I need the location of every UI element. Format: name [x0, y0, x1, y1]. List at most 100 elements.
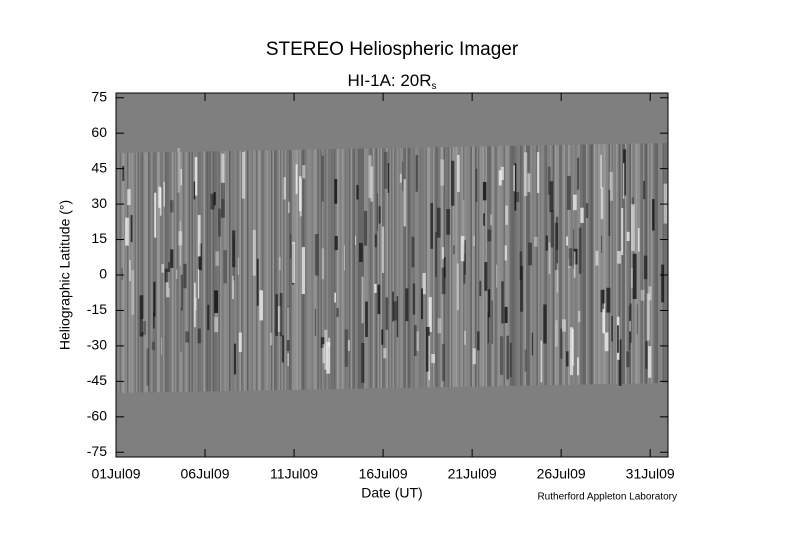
- texture-streak: [336, 308, 339, 318]
- texture-column: [244, 150, 246, 391]
- texture-column: [457, 146, 459, 387]
- texture-column: [608, 144, 610, 385]
- texture-streak: [520, 265, 524, 312]
- texture-streak: [314, 308, 316, 337]
- texture-streak: [524, 349, 527, 372]
- texture-streak: [600, 154, 602, 189]
- texture-column: [358, 148, 360, 389]
- y-axis-label: Heliographic Latitude (°): [57, 200, 73, 350]
- texture-streak: [435, 231, 437, 277]
- texture-streak: [130, 215, 133, 243]
- texture-column: [530, 145, 532, 386]
- texture-streak: [621, 207, 624, 256]
- texture-streak: [573, 251, 576, 278]
- x-tick-label: 31Jul09: [626, 466, 675, 482]
- texture-streak: [549, 181, 554, 212]
- texture-streak: [381, 329, 384, 345]
- texture-streak: [146, 348, 149, 386]
- texture-streak: [548, 242, 551, 275]
- texture-column: [232, 150, 234, 391]
- texture-column: [316, 149, 318, 390]
- texture-streak: [622, 163, 625, 199]
- texture-column: [223, 151, 225, 392]
- texture-column: [370, 148, 372, 389]
- texture-streak: [197, 269, 200, 299]
- texture-column: [355, 148, 357, 389]
- texture-streak: [515, 192, 520, 203]
- texture-column: [475, 146, 477, 387]
- texture-streak: [252, 229, 256, 276]
- texture-column: [479, 146, 481, 387]
- chart-title: STEREO Heliospheric Imager: [266, 39, 519, 60]
- texture-column: [616, 143, 618, 384]
- texture-column: [514, 145, 516, 386]
- texture-streak: [440, 159, 445, 186]
- texture-column: [184, 151, 186, 392]
- texture-column: [613, 143, 615, 384]
- texture-streak: [629, 320, 631, 332]
- texture-column: [361, 148, 363, 389]
- texture-streak: [437, 318, 442, 334]
- texture-column: [547, 145, 549, 386]
- texture-streak: [568, 248, 573, 266]
- texture-streak: [301, 247, 306, 295]
- texture-column: [593, 144, 595, 385]
- texture-column: [601, 144, 603, 385]
- texture-column: [340, 148, 342, 389]
- texture-streak: [322, 344, 326, 364]
- texture-column: [472, 146, 474, 387]
- y-tick-label: -15: [87, 301, 107, 317]
- texture-streak: [233, 237, 235, 281]
- texture-streak: [241, 151, 246, 199]
- texture-streak: [631, 204, 635, 251]
- texture-streak: [577, 157, 580, 190]
- texture-streak: [498, 170, 502, 186]
- texture-streak: [194, 157, 198, 196]
- texture-column: [617, 143, 619, 384]
- texture-streak: [631, 197, 634, 206]
- texture-column: [154, 152, 156, 393]
- texture-column: [247, 150, 249, 391]
- texture-streak: [630, 268, 633, 288]
- texture-column: [524, 145, 526, 386]
- texture-column: [181, 151, 183, 392]
- texture-column: [434, 147, 436, 388]
- texture-streak: [278, 256, 281, 271]
- y-tick-label: 30: [91, 195, 107, 211]
- texture-streak: [505, 205, 509, 225]
- texture-column: [473, 146, 475, 387]
- texture-streak: [232, 275, 234, 300]
- texture-streak: [259, 290, 264, 321]
- texture-column: [653, 143, 655, 384]
- y-tick-label: -60: [87, 408, 107, 424]
- texture-column: [251, 150, 253, 391]
- texture-column: [614, 143, 616, 384]
- texture-streak: [286, 306, 290, 351]
- texture-streak: [279, 293, 283, 337]
- texture-streak: [483, 213, 485, 226]
- texture-column: [482, 146, 484, 387]
- texture-column: [308, 149, 310, 390]
- texture-column: [401, 147, 403, 388]
- texture-column: [572, 144, 574, 385]
- texture-column: [656, 143, 658, 384]
- texture-streak: [180, 169, 183, 186]
- texture-streak: [562, 319, 566, 332]
- texture-column: [317, 149, 319, 390]
- texture-column: [217, 151, 219, 392]
- texture-column: [130, 152, 132, 393]
- texture-column: [548, 145, 550, 386]
- texture-column: [214, 151, 216, 392]
- credit: Rutherford Appleton Laboratory: [537, 492, 677, 503]
- texture-column: [490, 146, 492, 387]
- texture-streak: [334, 179, 338, 204]
- texture-column: [170, 152, 172, 393]
- texture-streak: [125, 217, 129, 246]
- texture-column: [188, 151, 190, 392]
- texture-column: [350, 148, 352, 389]
- texture-column: [512, 145, 514, 386]
- texture-column: [362, 148, 364, 389]
- texture-streak: [534, 236, 538, 247]
- texture-column: [655, 143, 657, 384]
- texture-column: [563, 144, 565, 385]
